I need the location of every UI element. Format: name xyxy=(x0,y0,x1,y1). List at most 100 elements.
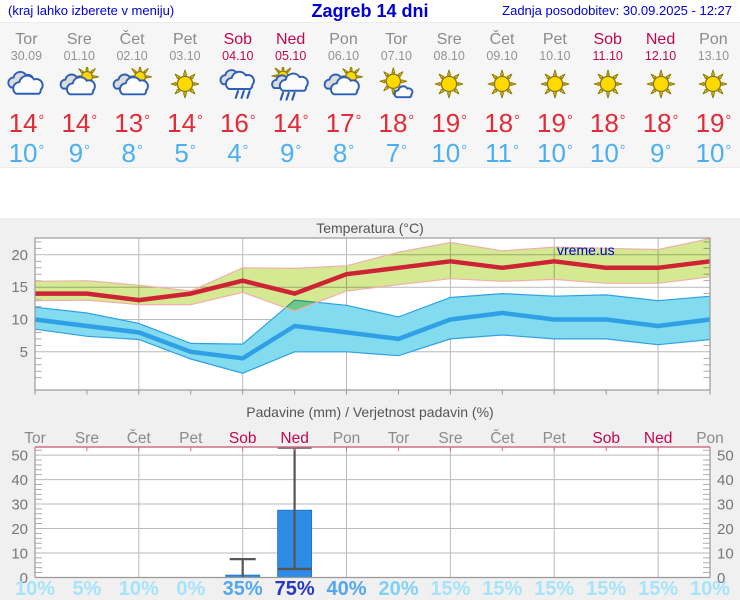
precip-day-label: Čet xyxy=(490,430,515,447)
max-temp-value: 18° xyxy=(484,107,520,138)
y-tick-label: 5 xyxy=(20,344,28,361)
page-header: (kraj lahko izberete v meniju) Zagreb 14… xyxy=(0,0,740,22)
min-temp-value: 10° xyxy=(589,138,626,168)
weather-icon-rain xyxy=(219,69,255,99)
min-temp-value: 10° xyxy=(695,138,732,168)
precip-probability-label: 10% xyxy=(119,578,159,600)
min-temp-value: 7° xyxy=(385,138,407,168)
precip-day-label: Čet xyxy=(127,430,152,447)
day-name: Ned xyxy=(275,31,306,48)
day-name: Tor xyxy=(15,31,38,48)
day-date: 12.10 xyxy=(644,49,677,63)
precip-probability-label: 5% xyxy=(72,578,101,600)
max-temp-line xyxy=(35,259,711,303)
precip-day-label: Pet xyxy=(179,430,203,447)
precip-day-label: Ned xyxy=(280,430,308,447)
max-temp-value: 14° xyxy=(167,107,203,138)
day-date: 05.10 xyxy=(275,49,307,63)
temp-chart: 5 10 15 20 xyxy=(11,237,711,395)
charts-canvas: 5 10 15 20 Tor Sre Čet Pet Sob Ned Pon Tor Sre Čet Pet… xyxy=(11,237,734,600)
min-temp-value: 4° xyxy=(227,138,249,168)
day-date: 01.10 xyxy=(63,49,95,63)
forecast-day-07.10: Tor 07.10 18° 7° xyxy=(370,23,423,167)
forecast-day-11.10: Sob 11.10 18° 10° xyxy=(581,23,634,167)
day-name: Čet xyxy=(119,31,145,48)
day-date: 08.10 xyxy=(433,49,465,63)
day-date: 30.09 xyxy=(10,49,43,63)
day-name: Pet xyxy=(172,31,197,48)
max-temp-value: 18° xyxy=(642,107,679,138)
day-date: 04.10 xyxy=(222,49,254,63)
forecast-day-06.10: Pon 06.10 17° 8° xyxy=(317,23,370,167)
day-date: 02.10 xyxy=(116,49,148,63)
day-name: Sob xyxy=(593,31,622,48)
forecast-day-02.10: Čet 02.10 13° 8° xyxy=(106,23,159,167)
max-temp-value: 18° xyxy=(378,107,415,138)
forecast-day-08.10: Sre 08.10 19° 10° xyxy=(423,23,476,167)
day-name: Pet xyxy=(542,31,567,48)
precip-probability-label: 15% xyxy=(482,578,522,600)
day-name: Pon xyxy=(329,31,358,48)
min-temp-line xyxy=(34,310,711,361)
precip-probability-label: 10% xyxy=(690,578,730,600)
precip-probability-label: 15% xyxy=(638,578,678,600)
forecast-day-30.09: Tor 30.09 14° 10° xyxy=(0,23,53,167)
day-date: 13.10 xyxy=(697,49,730,63)
day-name: Pon xyxy=(699,31,728,48)
weather-icon-sun-rain xyxy=(270,67,309,101)
min-temp-value: 9° xyxy=(280,138,302,168)
precip-probability-label: 35% xyxy=(223,578,263,600)
max-temp-band xyxy=(35,238,710,312)
precip-day-label: Pet xyxy=(543,430,567,447)
y-tick-label: 15 xyxy=(11,279,28,296)
min-temp-value: 9° xyxy=(649,138,672,168)
weather-icon-cloudy xyxy=(7,71,44,95)
y-tick-label: 50 xyxy=(717,448,734,465)
min-temp-value: 11° xyxy=(485,138,519,168)
precip-probability-label: 40% xyxy=(326,578,366,600)
min-temp-value: 10° xyxy=(537,138,573,168)
watermark-link[interactable]: vreme.us xyxy=(557,242,615,258)
precip-probability-label: 15% xyxy=(586,578,626,600)
weather-icon-sun-cloud xyxy=(59,67,100,96)
precip-day-label: Pon xyxy=(333,430,361,447)
forecast-day-04.10: Sob 04.10 16° 4° xyxy=(211,23,264,167)
y-tick-label: 10 xyxy=(717,546,734,563)
y-tick-label: 20 xyxy=(11,521,28,538)
last-update-timestamp: Zadnja posodobitev: 30.09.2025 - 12:27 xyxy=(502,3,732,18)
day-name: Ned xyxy=(645,31,676,48)
max-temp-value: 14° xyxy=(8,107,45,138)
y-tick-label: 30 xyxy=(11,497,28,514)
day-date: 09.10 xyxy=(486,49,518,63)
day-date: 11.10 xyxy=(592,49,623,63)
max-temp-value: 17° xyxy=(325,107,362,138)
max-temp-value: 19° xyxy=(537,107,573,138)
page-title: Zagreb 14 dni xyxy=(311,1,429,21)
max-temp-value: 14° xyxy=(61,107,98,138)
location-menu-note: (kraj lahko izberete v meniju) xyxy=(8,3,175,18)
y-tick-label: 40 xyxy=(717,472,734,489)
forecast-day-13.10: Pon 13.10 19° 10° xyxy=(687,23,740,167)
precip-day-label: Tor xyxy=(24,430,46,447)
weather-icon-sunny xyxy=(593,69,623,99)
forecast-day-05.10: Ned 05.10 14° 9° xyxy=(264,23,317,167)
day-date: 03.10 xyxy=(169,49,201,63)
y-tick-label: 0 xyxy=(717,570,725,587)
forecast-day-03.10: Pet 03.10 14° 5° xyxy=(159,23,212,167)
day-name: Sre xyxy=(436,31,462,48)
precip-day-label: Sob xyxy=(592,430,620,447)
day-name: Sob xyxy=(223,31,253,48)
precip-day-label: Sre xyxy=(438,430,462,447)
precip-probability-label: 0% xyxy=(176,578,205,600)
temp-chart-title: Temperatura (°C) xyxy=(316,220,424,236)
max-temp-value: 19° xyxy=(431,107,467,138)
weather-icon-sunny xyxy=(487,69,517,99)
weather-icon-sun-small-cloud xyxy=(379,67,414,99)
weather-icon-sunny xyxy=(646,69,675,99)
y-tick-label: 20 xyxy=(717,521,734,538)
max-temp-value: 14° xyxy=(272,107,309,138)
min-temp-value: 10° xyxy=(431,138,467,168)
weather-icon-sun-cloud xyxy=(112,67,153,96)
precip-probability-label: 15% xyxy=(430,578,470,600)
forecast-day-09.10: Čet 09.10 18° 11° xyxy=(476,23,529,167)
